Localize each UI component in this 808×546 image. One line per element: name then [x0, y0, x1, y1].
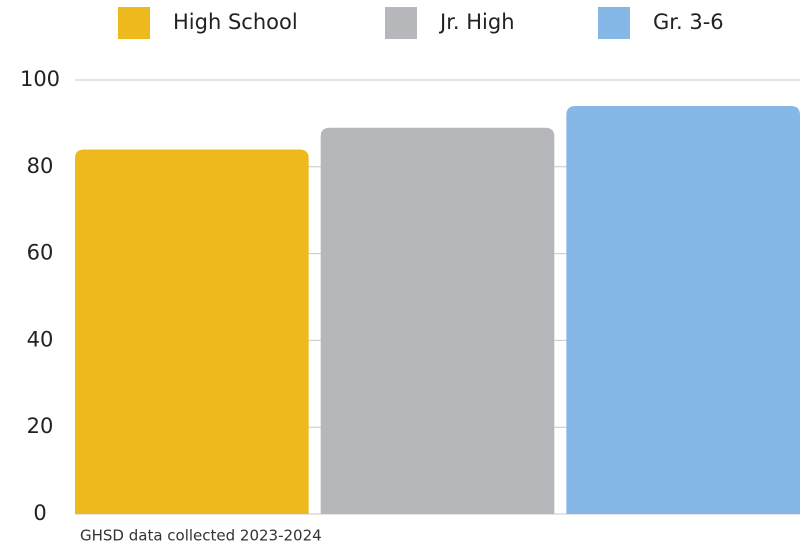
- legend-label: Gr. 3-6: [653, 10, 724, 34]
- y-tick-label: 40: [27, 327, 54, 351]
- footnote: GHSD data collected 2023-2024: [80, 527, 322, 545]
- y-tick-label: 60: [27, 241, 54, 265]
- legend-swatch: [118, 7, 150, 39]
- y-tick-label: 0: [33, 501, 46, 525]
- bar: [320, 127, 555, 515]
- bar: [75, 149, 309, 514]
- bar: [566, 106, 800, 514]
- legend-swatch: [385, 7, 417, 39]
- y-tick-label: 20: [27, 414, 54, 438]
- y-tick-label: 100: [20, 67, 60, 91]
- legend-swatch: [598, 7, 630, 39]
- legend-label: High School: [173, 10, 298, 34]
- legend-label: Jr. High: [438, 10, 515, 34]
- y-tick-label: 80: [27, 154, 54, 178]
